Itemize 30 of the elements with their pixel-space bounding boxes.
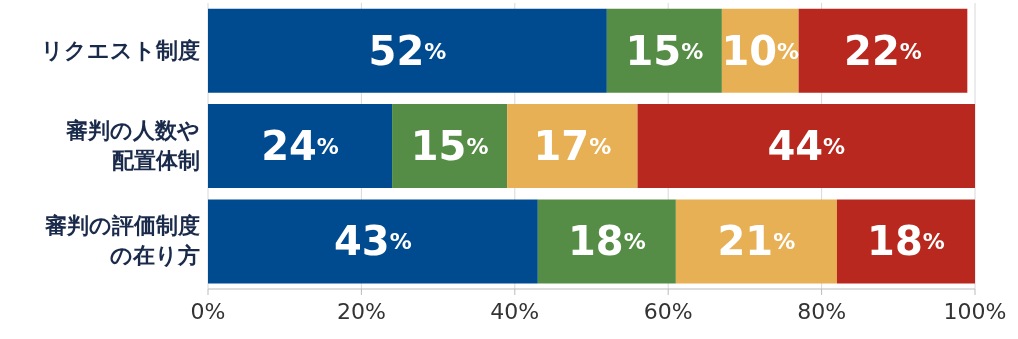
x-tick-label: 20% bbox=[336, 298, 386, 324]
y-tick-label: 審判の評価制度の在り方 bbox=[45, 212, 200, 271]
data-label: 10% bbox=[721, 27, 800, 74]
data-label: 21% bbox=[717, 218, 796, 265]
data-label: 22% bbox=[844, 27, 922, 74]
data-label: 15% bbox=[625, 27, 704, 74]
bar bbox=[537, 199, 676, 284]
bar bbox=[208, 199, 538, 284]
data-label: 15% bbox=[410, 123, 489, 170]
x-tick-label: 80% bbox=[797, 298, 847, 324]
x-tick-label: 40% bbox=[490, 298, 540, 324]
x-tick-label: 0% bbox=[190, 298, 226, 324]
data-label: 24% bbox=[261, 123, 339, 170]
bar bbox=[208, 8, 607, 93]
data-label: 44% bbox=[767, 123, 846, 170]
bar bbox=[836, 199, 975, 284]
x-tick-label: 60% bbox=[643, 298, 693, 324]
bar bbox=[208, 104, 393, 189]
bar bbox=[637, 104, 975, 189]
data-label: 17% bbox=[533, 123, 612, 170]
x-tick-label: 100% bbox=[943, 298, 1007, 324]
data-label: 43% bbox=[334, 218, 412, 265]
bar bbox=[507, 104, 638, 189]
data-label: 18% bbox=[867, 218, 945, 265]
y-tick-label: 審判の人数や配置体制 bbox=[66, 117, 200, 175]
y-tick-label: リクエスト制度 bbox=[41, 36, 200, 65]
data-label: 52% bbox=[368, 27, 447, 74]
data-label: 18% bbox=[567, 218, 646, 265]
bar bbox=[798, 8, 968, 93]
bar bbox=[675, 199, 837, 284]
